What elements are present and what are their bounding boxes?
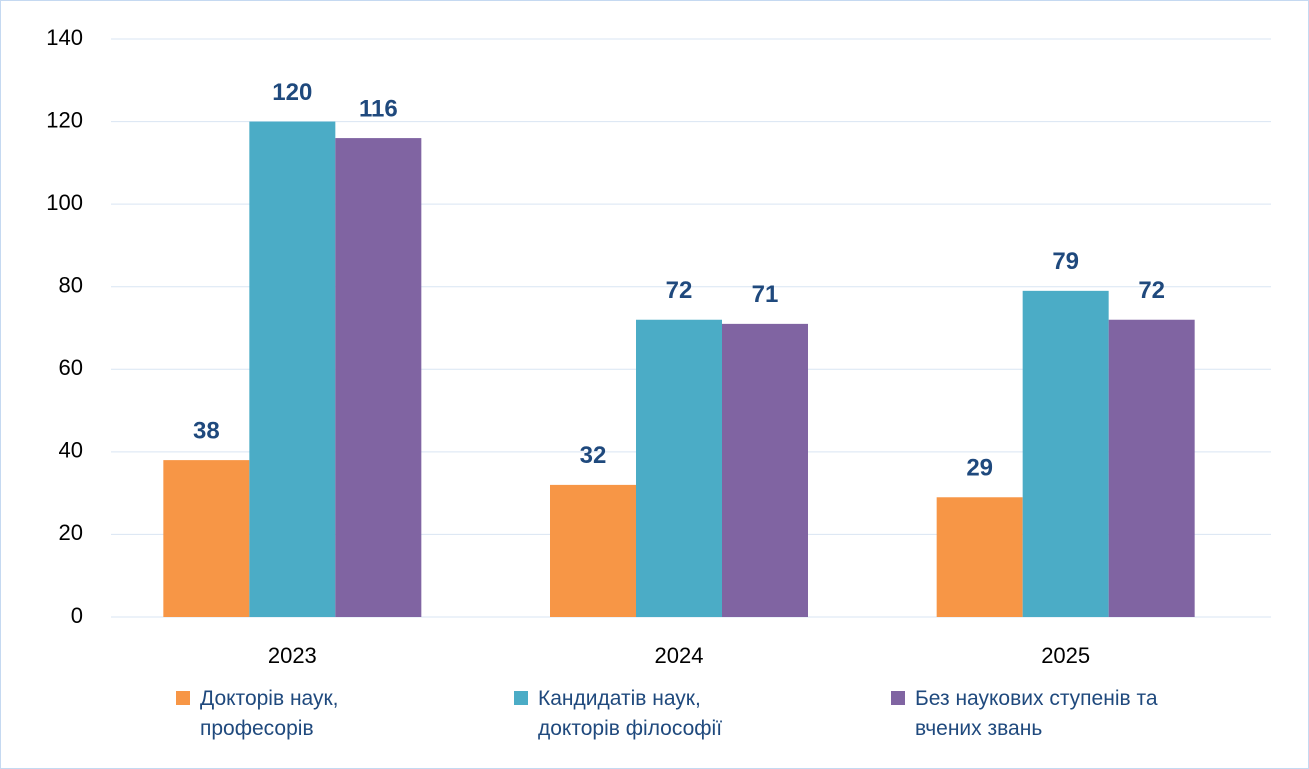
bar xyxy=(936,497,1023,617)
bar xyxy=(1022,290,1109,617)
bar xyxy=(249,121,336,618)
legend-item: Кандидатів наук, докторів філософії xyxy=(514,684,763,744)
y-tick-label: 0 xyxy=(71,603,83,628)
legend-label: Без наукових ступенів та вчених звань xyxy=(915,687,1158,740)
y-tick-label: 120 xyxy=(46,107,83,132)
y-tick-label: 40 xyxy=(59,438,83,463)
legend-swatch xyxy=(891,691,905,705)
bar xyxy=(550,484,636,617)
bar xyxy=(1108,319,1195,617)
legend-item: Докторів наук, професорів xyxy=(176,684,375,744)
y-tick-label: 100 xyxy=(46,190,83,215)
bar xyxy=(722,323,808,617)
bar xyxy=(163,460,250,617)
value-label: 38 xyxy=(193,417,220,444)
y-tick-label: 80 xyxy=(59,273,83,298)
value-label: 79 xyxy=(1052,248,1079,275)
bar xyxy=(335,138,422,618)
value-label: 72 xyxy=(1138,277,1165,304)
legend-swatch xyxy=(176,691,190,705)
x-tick-label: 2025 xyxy=(1041,643,1090,668)
legend-item: Без наукових ступенів та вчених звань xyxy=(891,684,1177,744)
value-label: 71 xyxy=(752,281,779,308)
value-label: 120 xyxy=(272,79,312,106)
value-label: 29 xyxy=(966,455,993,482)
legend-label: Докторів наук, професорів xyxy=(200,687,339,740)
y-tick-label: 140 xyxy=(46,25,83,50)
bar xyxy=(636,319,722,617)
value-label: 116 xyxy=(359,95,398,122)
y-tick-label: 20 xyxy=(59,520,83,545)
x-tick-label: 2023 xyxy=(268,643,317,668)
legend-swatch xyxy=(514,691,528,705)
chart: 0 20 40 60 80 100 120 140 2023 38 120 116 2024 32 72 71… xyxy=(46,25,1271,668)
y-tick-label: 60 xyxy=(59,355,83,380)
value-label: 32 xyxy=(580,442,607,469)
value-label: 72 xyxy=(666,277,693,304)
x-tick-label: 2024 xyxy=(655,643,704,668)
legend-label: Кандидатів наук, докторів філософії xyxy=(538,687,723,740)
